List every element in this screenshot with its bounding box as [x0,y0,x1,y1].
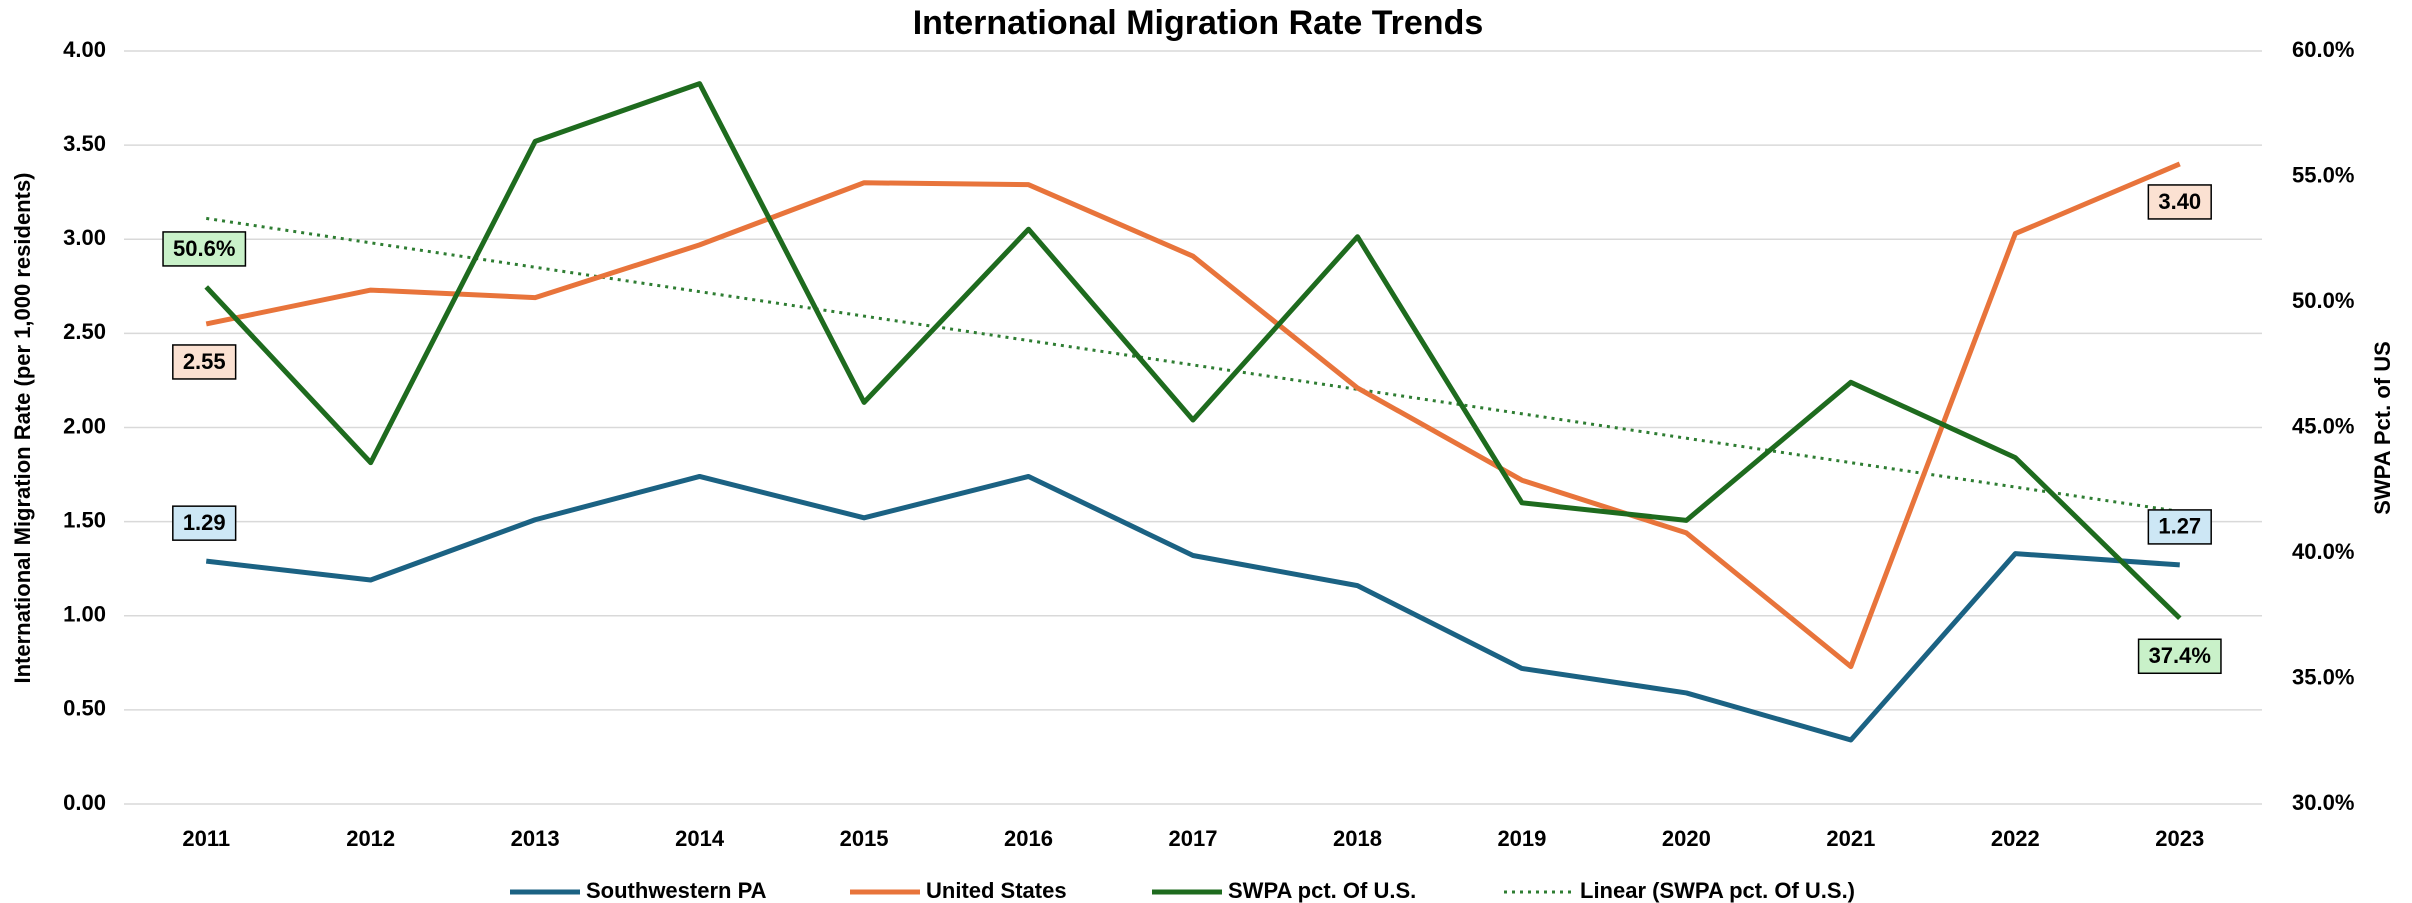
y2-tick-label: 30.0% [2292,790,2354,815]
data-label: 2.55 [172,344,237,380]
y2-tick-label: 55.0% [2292,162,2354,187]
data-label: 3.40 [2147,184,2212,220]
y-tick-label: 0.50 [63,696,106,721]
data-label-text: 2.55 [183,349,226,374]
data-label-text: 50.6% [173,236,235,261]
x-tick-label: 2014 [675,826,725,851]
chart-title: International Migration Rate Trends [913,4,1484,42]
x-tick-label: 2019 [1497,826,1546,851]
x-tick-label: 2015 [840,826,889,851]
x-tick-label: 2022 [1991,826,2040,851]
y-tick-label: 3.50 [63,131,106,156]
legend-label: Linear (SWPA pct. Of U.S.) [1580,878,1855,903]
x-tick-label: 2018 [1333,826,1382,851]
series-line [205,161,2181,670]
y-tick-label: 2.50 [63,319,106,344]
y-axis-title: International Migration Rate (per 1,000 … [10,172,35,683]
data-label-text: 1.29 [183,510,226,535]
data-label-text: 37.4% [2149,643,2211,668]
x-tick-label: 2020 [1662,826,1711,851]
data-label-box [2147,184,2212,220]
series-line [204,81,2182,621]
y2-tick-label: 50.0% [2292,288,2354,313]
data-label-box [2137,638,2222,675]
y-tick-label: 2.00 [63,413,106,438]
y2-tick-label: 60.0% [2292,37,2354,62]
trendline [206,216,2180,513]
x-tick-label: 2023 [2155,826,2204,851]
data-label-text: 3.40 [2158,189,2201,214]
data-label: 1.27 [2147,509,2212,545]
x-tick-label: 2016 [1004,826,1053,851]
x-tick-label: 2012 [346,826,395,851]
legend-label: SWPA pct. Of U.S. [1228,878,1416,903]
y2-tick-label: 40.0% [2292,539,2354,564]
x-tick-label: 2011 [182,826,230,851]
legend-label: Southwestern PA [586,878,767,903]
data-label: 50.6% [162,231,247,267]
data-label-box [172,505,237,541]
x-tick-label: 2021 [1826,826,1875,851]
data-label-box [162,231,247,267]
y-tick-label: 4.00 [63,37,106,62]
x-tick-label: 2017 [1169,826,1218,851]
y-tick-label: 1.00 [63,602,106,627]
data-label: 37.4% [2137,638,2222,675]
y2-tick-label: 35.0% [2292,664,2354,689]
y-tick-label: 1.50 [63,507,106,532]
data-label-box [172,344,237,380]
data-label-box [2147,509,2212,545]
y2-tick-label: 45.0% [2292,413,2354,438]
data-label: 1.29 [172,505,237,541]
y-tick-label: 3.00 [63,225,106,250]
data-label-text: 1.27 [2158,514,2201,539]
y-tick-label: 0.00 [63,790,106,815]
x-tick-label: 2013 [511,826,560,851]
legend-label: United States [926,878,1067,903]
series-line [205,473,2180,743]
y2-axis-title: SWPA Pct. of US [2370,341,2395,515]
